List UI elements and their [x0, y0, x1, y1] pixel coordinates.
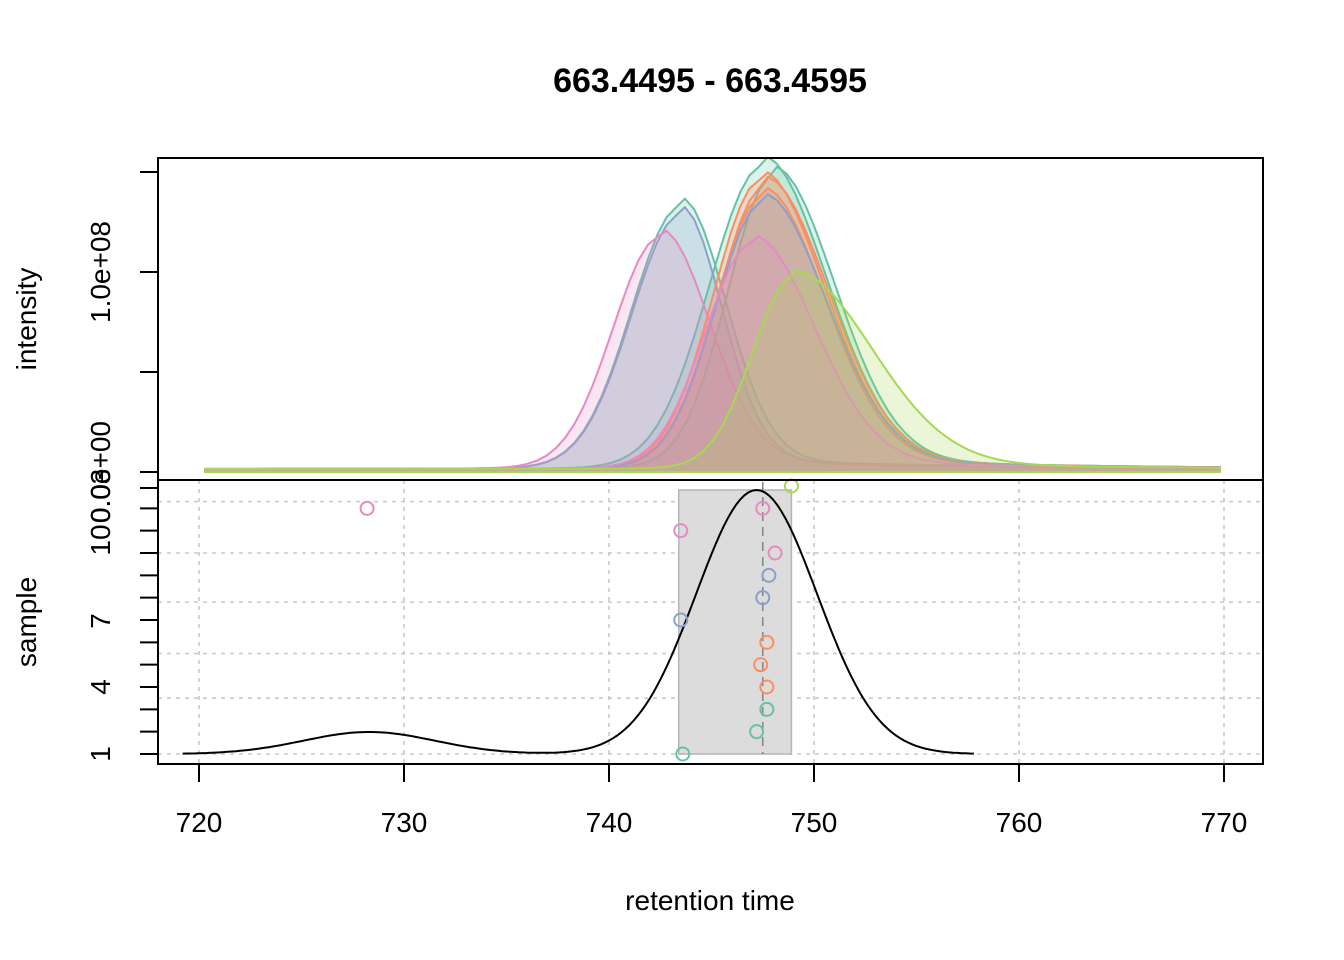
sample-point-1 — [675, 746, 691, 762]
x-tick-label-740: 740 — [586, 807, 633, 838]
sample-point-5 — [753, 657, 769, 673]
sample-point-8 — [755, 590, 771, 606]
x-axis-label: retention time — [625, 885, 795, 916]
bottom-y-tick-label-4: 4 — [85, 679, 116, 695]
sample-point-13 — [359, 500, 375, 516]
sample-point-4 — [759, 679, 775, 695]
bottom-y-tick-label-10: 10 — [85, 524, 116, 555]
sample-point-7 — [673, 612, 689, 628]
x-tick-label-720: 720 — [176, 807, 223, 838]
sample-point-3 — [759, 701, 775, 717]
sample-point-6 — [759, 634, 775, 650]
x-tick-label-750: 750 — [791, 807, 838, 838]
bottom-y-tick-label-density: 0.03 — [85, 469, 116, 524]
x-axis — [198, 764, 1225, 782]
top-panel: 0.0e+00 1.0e+08 intensity — [11, 157, 1264, 523]
bottom-panel: 1 4 7 10 0.03 sample — [11, 469, 1264, 765]
bottom-y-axis-label: sample — [11, 577, 42, 667]
sample-point-9 — [761, 567, 777, 583]
sample-point-10 — [767, 545, 783, 561]
sample-points-group — [359, 478, 799, 762]
top-y-tick-label-0: 0.0e+00 — [85, 421, 116, 523]
bottom-y-axis — [140, 487, 158, 755]
density-curve — [182, 488, 974, 755]
x-tick-label-730: 730 — [381, 807, 428, 838]
sample-point-2 — [749, 724, 765, 740]
bottom-y-tick-label-1: 1 — [85, 746, 116, 762]
chart-title: 663.4495 - 663.4595 — [553, 62, 867, 100]
bottom-y-tick-label-7: 7 — [85, 613, 116, 629]
chromatogram-series-group — [204, 158, 1221, 473]
top-y-axis — [140, 171, 158, 473]
peak-group-rect — [677, 489, 793, 755]
x-tick-label-770: 770 — [1201, 807, 1248, 838]
top-y-tick-label-1: 1.0e+08 — [85, 221, 116, 323]
sample-point-11 — [673, 523, 689, 539]
sample-point-12 — [755, 500, 771, 516]
top-y-axis-label: intensity — [11, 268, 42, 371]
bottom-panel-frame — [157, 479, 1264, 765]
x-tick-label-760: 760 — [996, 807, 1043, 838]
chromatogram-series-11 — [204, 269, 1221, 473]
